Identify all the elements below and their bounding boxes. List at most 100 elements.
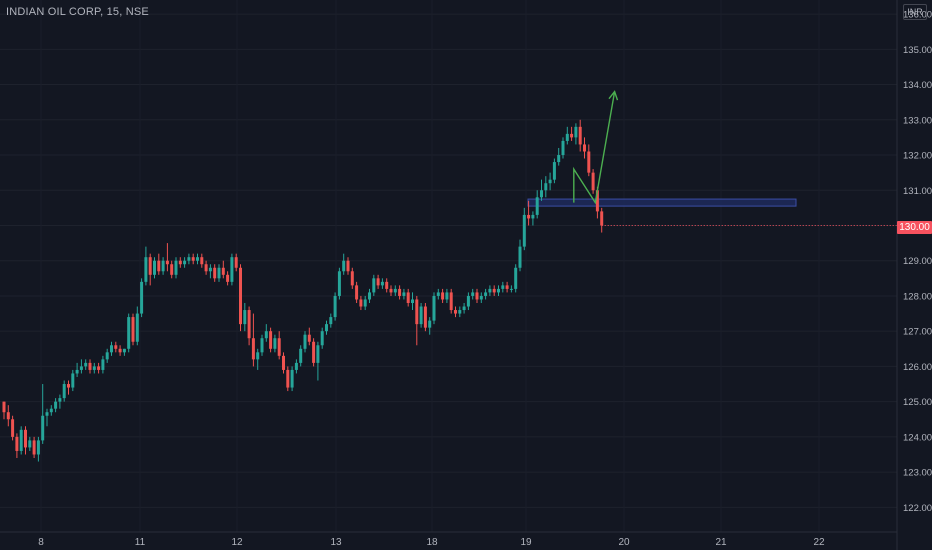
x-tick-label: 21 [715,537,727,548]
candle-body [380,281,384,286]
y-tick-label: 134.00 [903,80,932,91]
candle-body [114,345,118,349]
y-tick-label: 122.00 [903,503,932,514]
candle-body [432,295,436,321]
candle-body [329,317,333,325]
candle-body [445,292,449,300]
symbol-title: INDIAN OIL CORP, 15, NSE [6,6,149,18]
candle-body [161,260,165,272]
candle-body [423,306,427,328]
candle-body [127,317,131,349]
candle-body [191,257,195,261]
candle-body [88,362,92,370]
candle-body [531,214,535,219]
y-tick-label: 125.00 [903,397,932,408]
candle-body [105,352,109,360]
candle-body [15,436,19,451]
candle-body [307,334,311,342]
candle-body [118,348,122,353]
candle-body [570,133,574,138]
last-price-label: 130.00 [897,221,932,234]
y-tick-label: 123.00 [903,468,932,479]
candle-body [342,260,346,272]
candle-body [368,292,371,300]
candle-body [62,384,66,399]
candle-body [583,144,586,152]
candle-body [557,155,561,163]
x-tick-label: 12 [231,537,243,548]
candle-body [578,126,582,145]
candle-body [540,190,543,198]
candle-body [204,264,208,272]
candle-body [402,292,406,296]
candle-body [548,179,552,184]
candle-body [230,257,234,282]
candle-body [178,260,182,265]
candle-body [454,310,457,314]
candle-body [466,295,470,307]
candle-body [509,288,513,290]
candle-body [591,172,595,191]
candle-body [527,214,531,219]
candle-body [6,412,10,420]
candle-body [565,133,569,141]
x-tick-label: 19 [520,537,532,548]
candle-body [148,257,152,275]
candle-body [316,345,320,363]
candles [2,119,604,462]
candle-body [333,295,337,318]
candle-body [595,190,599,212]
candle-body [153,260,156,275]
y-tick-label: 126.00 [903,362,932,373]
projection-arrow [573,90,897,226]
candle-body [436,292,440,296]
candle-body [217,267,221,279]
x-tick-label: 18 [426,537,438,548]
candle-body [234,257,238,268]
candle-body [131,317,135,342]
candle-body [2,401,6,413]
candle-body [458,310,462,314]
y-tick-label: 136.00 [903,10,932,21]
candle-body [312,341,316,363]
candle-body [290,369,294,388]
candle-body [415,299,419,325]
x-tick-label: 8 [38,537,44,548]
candle-body [187,257,191,261]
candle-body [286,369,290,388]
projection-path [573,91,616,205]
currency-badge[interactable]: INR [903,4,927,20]
candle-body [419,306,423,325]
candle-body [75,369,79,374]
candle-body [325,324,328,332]
candle-body [67,384,70,388]
x-tick-label: 22 [813,537,825,548]
candle-body [183,260,187,265]
candle-body [260,338,264,353]
candle-body [303,334,307,349]
candle-body [522,214,526,247]
candle-body [398,288,402,296]
y-tick-label: 131.00 [903,186,932,197]
x-tick-label: 11 [135,537,146,548]
candle-body [449,292,453,311]
candle-body [226,274,230,282]
candle-body [350,271,354,286]
candle-body [501,285,505,289]
candle-body [488,288,492,293]
y-tick-label: 129.00 [903,256,932,267]
candle-body [45,412,49,416]
candle-body [277,338,281,356]
candle-body [208,267,212,272]
y-tick-label: 124.00 [903,432,932,443]
candle-body [294,362,298,370]
candle-body [411,299,414,303]
candle-body [200,257,204,265]
candle-body [600,211,604,226]
candle-body [174,260,178,275]
candle-body [269,331,273,349]
x-tick-label: 20 [618,537,630,548]
candle-body [264,331,268,339]
